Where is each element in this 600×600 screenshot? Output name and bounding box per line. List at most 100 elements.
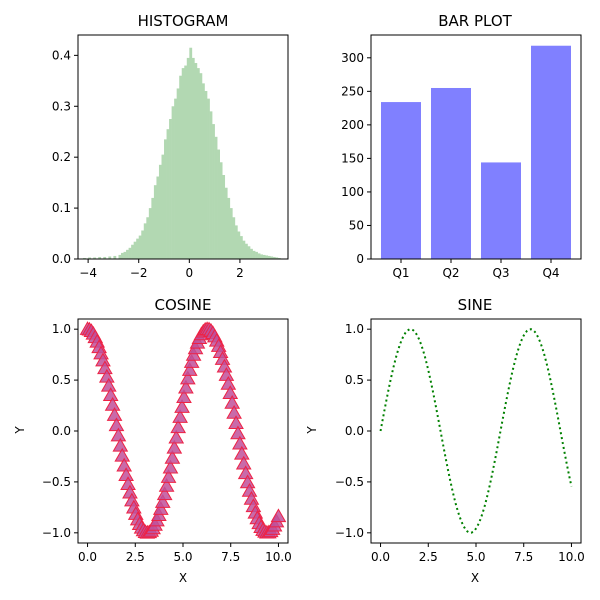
y-tick-label: 0.2 (52, 150, 71, 164)
sine-xlabel: X (471, 571, 479, 585)
x-tick-label: 7.5 (514, 550, 533, 564)
histogram-panel: HISTOGRAM 0.0 0.1 0.2 0.3 0.4 −4 −2 0 2 (52, 12, 289, 280)
histogram-bar (262, 254, 266, 259)
histogram-bar (247, 246, 251, 259)
y-tick-label: 0.3 (52, 99, 71, 113)
bar-plot-title: BAR PLOT (438, 12, 512, 30)
histogram-bar (113, 255, 117, 259)
bar-q4 (531, 45, 571, 260)
histogram-bar (229, 208, 233, 259)
histogram-bars (83, 47, 281, 260)
bar-plot-panel: BAR PLOT Q1 Q2 Q3 Q4 0 50 100 150 200 250 300 (341, 12, 582, 280)
cosine-title: COSINE (155, 296, 212, 314)
sine-line (379, 328, 573, 534)
histogram-bar (158, 164, 162, 259)
y-tick-label: 150 (341, 151, 364, 165)
cosine-marker (270, 508, 287, 523)
cosine-marker (160, 469, 177, 483)
cosine-xlabel: X (179, 571, 187, 585)
histogram-bar (88, 257, 91, 259)
histogram-bar (83, 257, 86, 259)
x-tick-label: 2 (236, 266, 244, 280)
cosine-marker (104, 397, 121, 411)
x-tick-label: Q1 (392, 266, 409, 280)
cosine-panel: COSINE X Y −1.0 −0.5 0.0 0.5 1.0 0.0 2.5 5.0 7.5… (13, 296, 292, 585)
y-tick-label: 300 (341, 51, 364, 65)
y-tick-label: 0.0 (52, 252, 71, 266)
histogram-bar (138, 235, 142, 259)
y-tick-label: −0.5 (335, 475, 364, 489)
histogram-bar (141, 230, 145, 259)
histogram-bar (222, 175, 226, 259)
y-tick-label: −0.5 (42, 475, 71, 489)
cosine-marker (152, 501, 169, 515)
x-tick-label: −2 (130, 266, 148, 280)
histogram-bar (148, 208, 152, 259)
histogram-bar (156, 176, 160, 259)
cosine-marker (164, 449, 181, 464)
cosine-ylabel: Y (13, 426, 27, 435)
y-tick-label: 250 (341, 84, 364, 98)
x-tick-label: Q3 (492, 266, 509, 280)
cosine-marker (178, 379, 194, 394)
histogram-bar (181, 68, 185, 259)
cosine-marker (110, 427, 127, 442)
x-tick-label: 0.0 (78, 550, 97, 564)
histogram-bar (250, 248, 253, 259)
cosine-markers (79, 321, 287, 539)
histogram-bar (98, 256, 102, 259)
histogram-bar (227, 197, 231, 259)
y-tick-label: 0.4 (52, 48, 71, 62)
histogram-bar (189, 47, 193, 260)
axes-frame (77, 34, 289, 260)
cosine-marker (108, 417, 125, 432)
histogram-bar (186, 57, 190, 260)
cosine-marker (158, 478, 175, 492)
histogram-bar (93, 257, 97, 259)
histogram-bar (103, 256, 107, 259)
y-tick-label: 1.0 (52, 322, 71, 336)
y-tick-label: 0.5 (345, 373, 364, 387)
histogram-bar (239, 236, 243, 259)
y-tick-label: −1.0 (42, 526, 71, 540)
histogram-bar (143, 223, 147, 259)
histogram-bar (255, 251, 258, 259)
histogram-bar (209, 111, 213, 259)
histogram-bar (212, 124, 215, 259)
histogram-bar (260, 254, 263, 259)
histogram-bar (232, 217, 236, 259)
sine-panel: SINE X Y −1.0 −0.5 0.0 0.5 1.0 0.0 2.5 5.0 7.5 10… (305, 296, 585, 585)
histogram-bar (174, 98, 177, 260)
histogram-bar (199, 73, 203, 259)
histogram-bar (123, 251, 127, 259)
histogram-bar (118, 254, 122, 259)
cosine-marker (181, 362, 198, 376)
y-tick-label: 50 (349, 218, 364, 232)
y-tick-label: 0.0 (345, 424, 364, 438)
histogram-bar (277, 257, 281, 259)
axes-frame (370, 318, 582, 544)
x-tick-label: 10.0 (265, 550, 292, 564)
sine-title: SINE (458, 296, 493, 314)
cosine-marker (176, 389, 192, 403)
cosine-marker (183, 354, 200, 368)
histogram-bar (224, 187, 228, 259)
histogram-bar (237, 231, 241, 259)
cosine-marker (179, 370, 196, 385)
y-tick-label: 200 (341, 118, 364, 132)
histogram-bar (267, 255, 271, 259)
histogram-bar (128, 247, 132, 259)
histogram-bar (204, 91, 208, 259)
axes-frame (370, 34, 582, 260)
x-tick-label: 7.5 (221, 550, 240, 564)
y-tick-label: 0.5 (52, 373, 71, 387)
histogram-bar (219, 162, 223, 259)
cosine-marker (156, 486, 173, 501)
y-tick-label: 0.0 (52, 424, 71, 438)
cosine-marker (233, 445, 250, 460)
histogram-bar (166, 129, 170, 259)
histogram-bar (270, 256, 274, 259)
x-tick-label: 2.5 (126, 550, 145, 564)
cosine-marker (228, 415, 244, 429)
